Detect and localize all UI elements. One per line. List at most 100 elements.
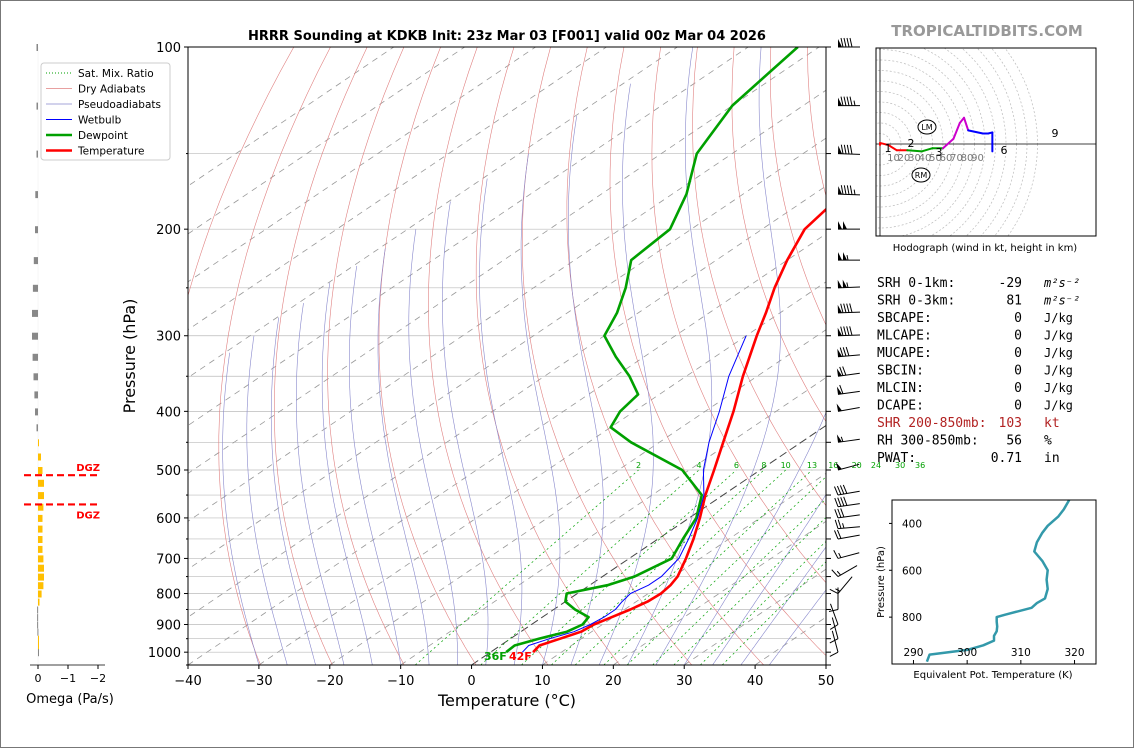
hodograph-plot-area — [875, 47, 1097, 237]
theta-e-x-tick-label: 310 — [1011, 647, 1031, 659]
barb-feather — [849, 185, 853, 195]
wind-barb — [829, 630, 839, 657]
dry-adiabat — [769, 47, 826, 326]
barb-flag — [843, 221, 847, 230]
omega-tick-label: −2 — [90, 672, 106, 685]
isotherm — [825, 664, 826, 665]
mixing-ratio-label: 13 — [807, 461, 817, 470]
omega-bar — [38, 573, 44, 581]
isotherm — [188, 137, 826, 570]
barb-flag — [836, 403, 842, 412]
hodograph-segment — [921, 147, 934, 153]
pseudoadiabat — [627, 47, 713, 665]
wind-barb — [834, 496, 860, 508]
x-tick-label: −10 — [387, 674, 414, 689]
wind-barb — [829, 603, 839, 630]
mixing-ratio-line — [603, 469, 813, 665]
barb-feather — [834, 486, 839, 496]
omega-bar — [35, 226, 38, 234]
dewpoint-line — [505, 47, 799, 654]
pseudoadiabat — [598, 83, 654, 665]
omega-bar — [38, 503, 44, 511]
wind-barb — [834, 484, 860, 496]
omega-xlabel: Omega (Pa/s) — [26, 692, 114, 707]
omega-bar — [38, 649, 39, 657]
legend-entry: Sat. Mix. Ratio — [78, 68, 154, 80]
barb-feather — [839, 384, 844, 394]
barb-shaft — [837, 311, 861, 314]
barb-feather — [849, 96, 853, 106]
omega-bar — [32, 332, 38, 340]
barb-feather — [829, 588, 839, 594]
isotherm — [188, 47, 678, 379]
omega-bar — [36, 424, 38, 432]
index-label: SBCIN: — [877, 364, 924, 379]
barb-flag — [837, 304, 842, 313]
omega-bar — [34, 391, 38, 399]
x-tick-label: 0 — [467, 674, 475, 689]
barb-feather — [837, 519, 842, 529]
barb-flag — [842, 279, 847, 288]
barb-half-feather — [853, 189, 856, 195]
dry-adiabat — [521, 47, 693, 665]
wind-barb — [836, 403, 860, 412]
hodograph-ring-label: 30 — [908, 153, 921, 164]
barb-half-feather — [842, 523, 845, 529]
index-label: MLCIN: — [877, 381, 924, 396]
pseudoadiabat — [321, 282, 373, 665]
barb-half-feather — [846, 282, 849, 288]
skewt-grid — [188, 47, 1134, 665]
index-value: 81 — [1006, 294, 1022, 309]
barb-feather — [843, 496, 848, 506]
omega-bar — [35, 408, 38, 416]
barb-feather — [834, 530, 839, 540]
isotherm — [188, 185, 826, 618]
index-label: PWAT: — [877, 451, 916, 466]
index-value: 0 — [1014, 381, 1022, 396]
barb-feather — [849, 303, 853, 313]
dry-adiabat — [428, 47, 549, 665]
barb-flag — [843, 252, 847, 261]
hodograph-height-label: 6 — [1001, 144, 1008, 157]
dry-adiabat — [918, 47, 1134, 665]
hodograph-ring-label: 90 — [971, 153, 984, 164]
isotherm — [188, 89, 826, 522]
barb-feather — [843, 96, 847, 106]
barb-feather — [849, 326, 853, 336]
hodograph-ring-label: 60 — [940, 153, 953, 164]
wind-barb — [836, 384, 860, 395]
index-value: 56 — [1006, 434, 1022, 449]
omega-tick-label: −1 — [60, 672, 76, 685]
surface-dewpoint-label: 36F — [484, 650, 507, 663]
omega-panel: DGZ DGZ 0 −1 −2 — [24, 44, 106, 685]
mixing-ratio-label: 4 — [696, 461, 701, 470]
pseudoadiabat — [270, 317, 316, 665]
pseudoadiabat — [520, 153, 561, 665]
index-unit: J/kg — [1044, 311, 1073, 325]
barb-flag — [837, 279, 842, 288]
mixing-ratio-label: 2 — [636, 461, 641, 470]
omega-bar — [33, 373, 38, 381]
index-unit: J/kg — [1044, 364, 1073, 378]
legend-entry: Pseudoadiabats — [78, 99, 161, 111]
theta-e-plot-area — [891, 499, 1097, 665]
omega-bar — [38, 564, 44, 572]
barb-feather — [849, 37, 853, 48]
hodograph-ring-label: 10 — [887, 153, 900, 164]
wind-barb — [836, 434, 860, 443]
wind-barb — [834, 519, 860, 530]
dry-adiabat — [609, 47, 826, 657]
index-label: DCAPE: — [877, 399, 924, 414]
omega-bar — [38, 545, 43, 553]
index-label: MLCAPE: — [877, 329, 932, 344]
omega-bar — [38, 492, 44, 500]
barb-shaft — [837, 334, 861, 337]
omega-bar — [36, 150, 38, 158]
surface-temperature-label: 42F — [509, 650, 532, 663]
omega-bar — [32, 309, 38, 317]
pseudoadiabat — [296, 303, 345, 665]
pseudoadiabat — [408, 229, 458, 665]
pseudoadiabat — [349, 265, 401, 665]
y-tick-label: 100 — [156, 41, 181, 56]
barb-half-feather — [836, 570, 841, 576]
